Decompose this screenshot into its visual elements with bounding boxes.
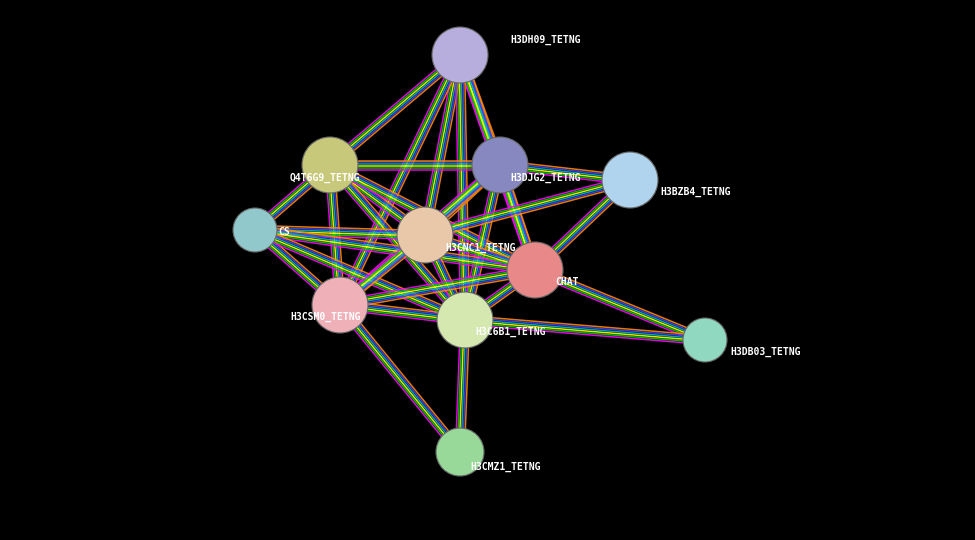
Circle shape bbox=[437, 292, 493, 348]
Circle shape bbox=[397, 207, 453, 263]
Circle shape bbox=[233, 208, 277, 252]
Text: H3DH09_TETNG: H3DH09_TETNG bbox=[510, 35, 580, 45]
Circle shape bbox=[683, 318, 727, 362]
Circle shape bbox=[432, 27, 488, 83]
Circle shape bbox=[436, 428, 484, 476]
Text: H3C6B1_TETNG: H3C6B1_TETNG bbox=[475, 327, 545, 337]
Circle shape bbox=[302, 137, 358, 193]
Text: H3DJG2_TETNG: H3DJG2_TETNG bbox=[510, 173, 580, 183]
Circle shape bbox=[507, 242, 563, 298]
Text: Q4T6G9_TETNG: Q4T6G9_TETNG bbox=[290, 173, 361, 183]
Circle shape bbox=[602, 152, 658, 208]
Text: H3CMZ1_TETNG: H3CMZ1_TETNG bbox=[470, 462, 540, 472]
Text: CHAT: CHAT bbox=[555, 277, 578, 287]
Text: H3CSM0_TETNG: H3CSM0_TETNG bbox=[290, 312, 361, 322]
Text: H3BZB4_TETNG: H3BZB4_TETNG bbox=[660, 187, 730, 197]
Circle shape bbox=[472, 137, 528, 193]
Text: H3CNC1_TETNG: H3CNC1_TETNG bbox=[445, 243, 516, 253]
Text: CS: CS bbox=[278, 227, 290, 237]
Circle shape bbox=[312, 277, 368, 333]
Text: H3DB03_TETNG: H3DB03_TETNG bbox=[730, 347, 800, 357]
